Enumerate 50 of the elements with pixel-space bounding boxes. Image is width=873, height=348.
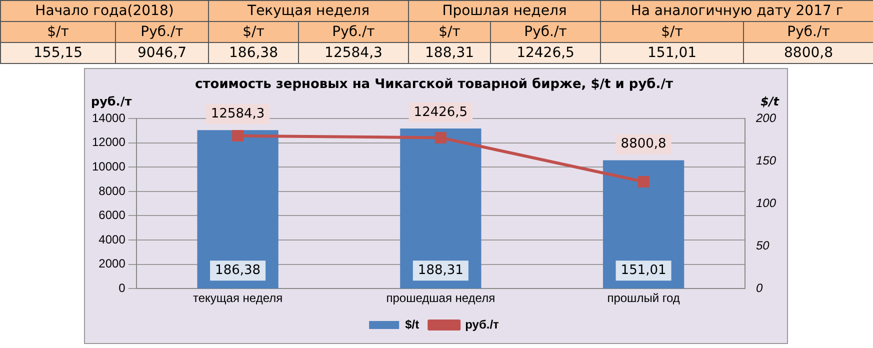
text: $/т [408,22,491,42]
y-axis-title: руб./т [91,94,132,109]
x-tick-label: прошедшая неделя [386,291,496,306]
text: Начало года(2018) [0,0,208,22]
legend-label: руб./т [465,317,500,332]
text: На аналогичную дату 2017 г [600,0,873,22]
data-label: 186,38 [215,262,261,278]
point [232,130,244,142]
y-tick-label: 0 [118,280,126,295]
y-tick-label: 10000 [92,159,126,174]
y2-tick-label: 50 [756,238,770,252]
text: 8800,8 [744,42,873,64]
y2-tick-label: 100 [756,196,776,210]
text: 12584,3 [298,42,409,64]
y-tick-label: 8000 [98,184,126,198]
text: 9046,7 [116,42,208,64]
y2-axis-title: $/t [760,94,780,109]
text: 155,15 [0,42,116,64]
data-label: 12584,3 [210,106,265,122]
y-tick-label: 4000 [98,232,126,246]
y2-tick-label: 150 [756,153,776,168]
legend-label: $/t [405,317,420,332]
text: $/т [208,22,298,42]
text: Руб./т [490,22,601,42]
y-tick-label: 2000 [98,256,126,271]
y-tick-label: 6000 [98,208,126,222]
point [638,176,650,188]
text: Руб./т [298,22,409,42]
text: Текущая неделя [208,0,409,22]
text: $/т [0,22,116,42]
point [434,132,446,144]
y2-tick-label: 200 [754,110,776,125]
text: Руб./т [116,22,208,42]
text: 186,38 [208,42,298,64]
text: 12426,5 [490,42,601,64]
y-tick-label: 14000 [92,110,126,125]
text: 188,31 [408,42,491,64]
text: $/т [600,22,744,42]
x-tick-label: текущая неделя [192,291,283,306]
text: 151,01 [600,42,744,64]
chart-title: стоимость зерновых на Чикагской товарной бирже, $/t и руб./т [195,77,674,92]
data-label: 151,01 [620,262,666,278]
x-tick-label: прошлый год [607,291,680,306]
data-label: 12426,5 [414,104,468,120]
text: Прошлая неделя [408,0,601,22]
y2-tick-label: 0 [756,280,763,295]
data-label: 8800,8 [620,136,666,152]
text: Руб./т [744,22,873,42]
data-label: 188,31 [418,262,464,278]
y-tick-label: 12000 [92,135,126,150]
